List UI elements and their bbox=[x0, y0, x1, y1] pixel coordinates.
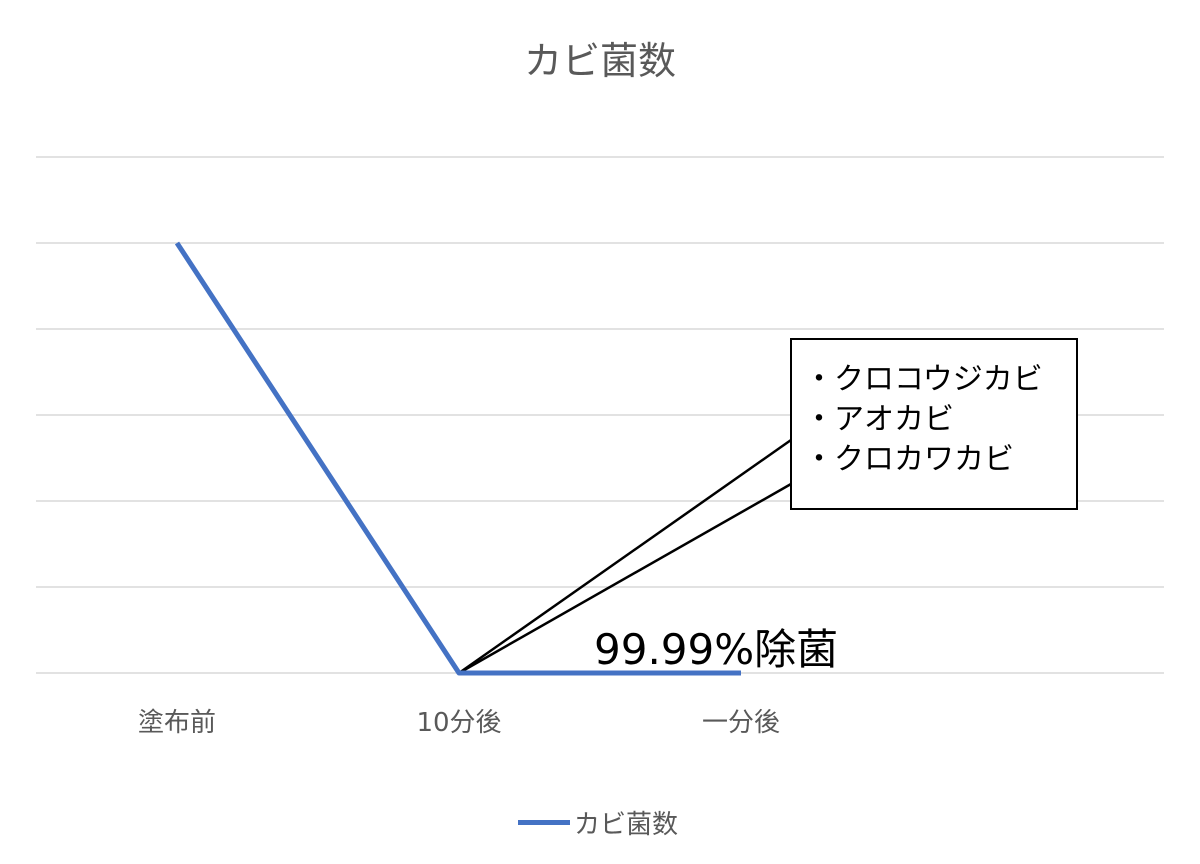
disinfection-label: 99.99%除菌 bbox=[594, 625, 839, 674]
callout-box: クロコウジカビ アオカビ クロカワカビ bbox=[790, 338, 1078, 510]
callout-pointer-1 bbox=[458, 438, 792, 675]
x-tick-label-3: 一分後 bbox=[701, 708, 781, 738]
x-tick-label-2: 10分後 bbox=[416, 708, 502, 738]
callout-item-3: クロカワカビ bbox=[804, 440, 1076, 480]
x-tick-label-1: 塗布前 bbox=[137, 708, 217, 738]
callout-item-2: アオカビ bbox=[804, 400, 1076, 440]
series-line-1 bbox=[174, 241, 741, 676]
callout-pointer-2 bbox=[458, 482, 792, 675]
legend: カビ菌数 bbox=[518, 804, 678, 841]
legend-label: カビ菌数 bbox=[574, 810, 679, 840]
legend-swatch bbox=[518, 820, 570, 825]
callout-item-1: クロコウジカビ bbox=[804, 360, 1076, 400]
chart-title: カビ菌数 bbox=[523, 39, 676, 83]
